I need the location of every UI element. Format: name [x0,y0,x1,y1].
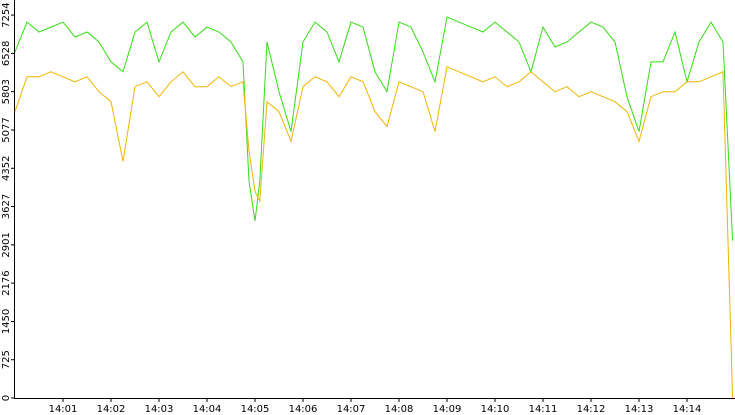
y-tick-label: 3627 [1,194,12,219]
x-tick-label: 14:06 [289,404,318,415]
y-tick-label: 2901 [1,232,12,257]
x-tick-label: 14:12 [577,404,606,415]
x-tick-label: 14:11 [529,404,558,415]
y-tick-label: 6528 [1,41,12,66]
x-tick-label: 14:01 [49,404,78,415]
x-tick-label: 14:02 [97,404,126,415]
y-tick-label: 5077 [1,117,12,142]
x-tick-label: 14:05 [241,404,270,415]
x-tick-label: 14:03 [145,404,174,415]
y-tick-label: 7254 [1,2,12,27]
x-tick-label: 14:04 [193,404,222,415]
y-tick-label: 725 [1,350,12,369]
x-tick-label: 14:08 [385,404,414,415]
x-tick-label: 14:13 [625,404,654,415]
series-line [14,16,734,241]
y-tick-label: 5803 [1,79,12,104]
y-tick-label: 2176 [1,270,12,295]
x-tick-label: 14:09 [433,404,462,415]
series-line [14,66,734,399]
x-tick-label: 14:07 [337,404,366,415]
x-tick-label: 14:10 [481,404,510,415]
y-tick-label: 1450 [1,309,12,334]
x-tick-label: 14:14 [673,404,702,415]
y-tick-label: 4352 [1,156,12,181]
y-tick-label: 0 [1,395,12,401]
